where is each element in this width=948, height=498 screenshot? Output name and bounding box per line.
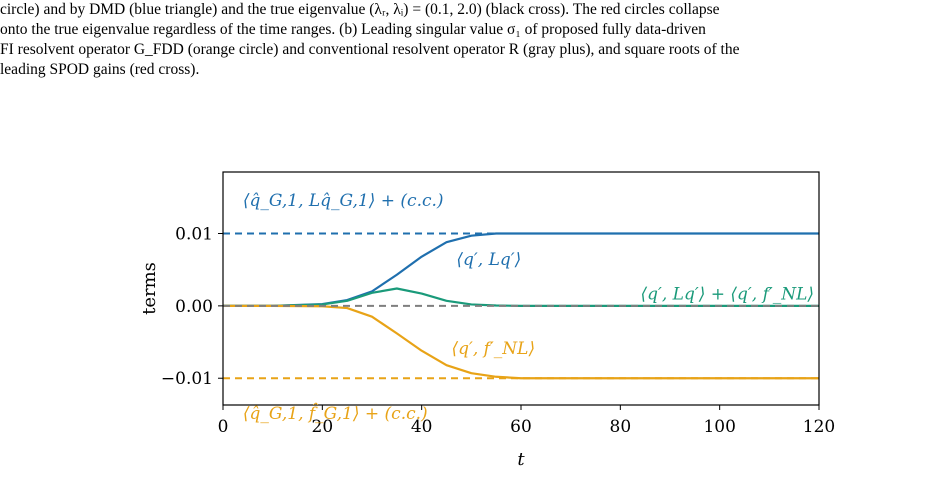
caption-line-4: leading SPOD gains (red cross). [0,61,200,78]
x-tick-label-3: 60 [510,417,532,437]
caption-line-2: onto the true eigenvalue regardless of t… [0,21,706,38]
y-tick-label-1: 0.00 [175,297,213,317]
curve-annotation-0: ⟨q̂_G,1, Lq̂_G,1⟩ + (c.c.) [243,191,444,211]
x-tick-label-2: 40 [411,417,433,437]
x-tick-label-6: 120 [803,417,835,437]
x-tick-label-0: 0 [218,417,229,437]
x-axis-label: t [517,449,525,470]
curve-annotation-1: ⟨q′, Lq′⟩ [456,250,521,270]
caption-line-1: circle) and by DMD (blue triangle) and t… [0,1,720,18]
curve-annotation-3: ⟨q′, f′_NL⟩ [451,339,535,359]
curve-annotation-2: ⟨q′, Lq′⟩ + ⟨q′, f′_NL⟩ [641,285,815,305]
curve-annotation-4: ⟨q̂_G,1, f̂_G,1⟩ + (c.c.) [243,403,428,424]
x-tick-label-1: 20 [312,417,334,437]
y-axis-label: terms [139,262,160,315]
series-line-1-green-solid [223,287,819,307]
y-tick-label-2: −0.01 [161,369,213,389]
x-tick-label-5: 100 [703,417,735,437]
y-tick-label-0: 0.01 [175,225,213,245]
figure-caption: circle) and by DMD (blue triangle) and t… [0,0,948,80]
x-tick-label-4: 80 [610,417,632,437]
caption-line-3: FI resolvent operator G_FDD (orange circ… [0,41,740,58]
series-line-2-orange-solid [223,304,819,380]
